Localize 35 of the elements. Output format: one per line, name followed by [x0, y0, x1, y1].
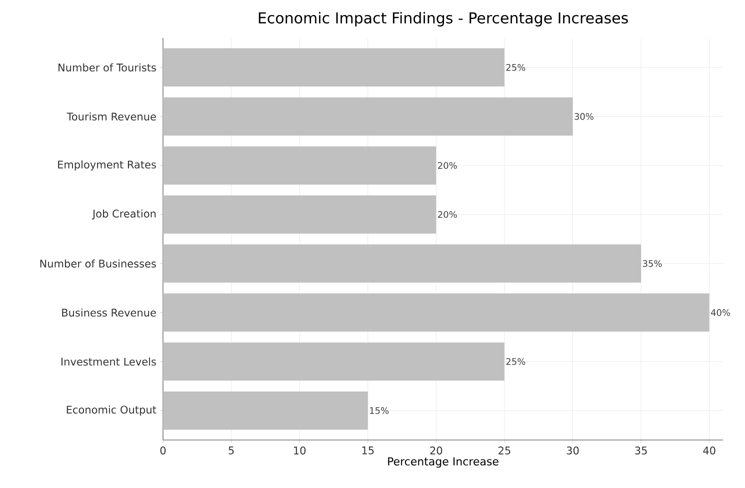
y-tick-label: Tourism Revenue [66, 112, 156, 121]
data-label: 20% [438, 211, 457, 218]
bar [163, 48, 504, 87]
y-tick-label: Economic Output [66, 406, 156, 416]
data-label: 30% [574, 113, 594, 120]
y-tick-label: Job Creation [92, 209, 156, 220]
data-label: 35% [642, 260, 662, 267]
data-label: 25% [506, 358, 526, 365]
x-axis-title: Percentage Increase [388, 457, 498, 468]
x-tick-label: 10 [294, 446, 306, 454]
bar [163, 391, 368, 430]
x-tick-label: 5 [228, 446, 234, 454]
data-label: 25% [506, 64, 526, 71]
x-tick-label: 40 [703, 446, 716, 454]
bar [163, 293, 710, 332]
data-label: 40% [710, 309, 730, 316]
y-tick-label: Number of Tourists [58, 63, 156, 72]
x-tick-label: 20 [430, 446, 442, 454]
y-tick-label: Number of Businesses [40, 259, 156, 268]
bar [163, 146, 436, 185]
bar [163, 97, 573, 136]
x-tick-label: 30 [566, 446, 579, 454]
y-tick-label: Employment Rates [58, 160, 156, 171]
x-tick-label: 15 [362, 446, 374, 454]
bar [163, 342, 504, 381]
y-tick-label: Investment Levels [62, 358, 156, 366]
y-tick-label: Business Revenue [62, 308, 156, 317]
chart-title: Economic Impact Findings - Percentage Increases [258, 12, 628, 26]
x-tick-label: 35 [635, 446, 647, 454]
data-label: 20% [438, 162, 457, 169]
data-label: 15% [370, 407, 389, 414]
x-tick-label: 0 [160, 446, 166, 454]
bar [163, 195, 436, 234]
x-tick-label: 25 [498, 446, 510, 454]
bar [163, 244, 642, 283]
